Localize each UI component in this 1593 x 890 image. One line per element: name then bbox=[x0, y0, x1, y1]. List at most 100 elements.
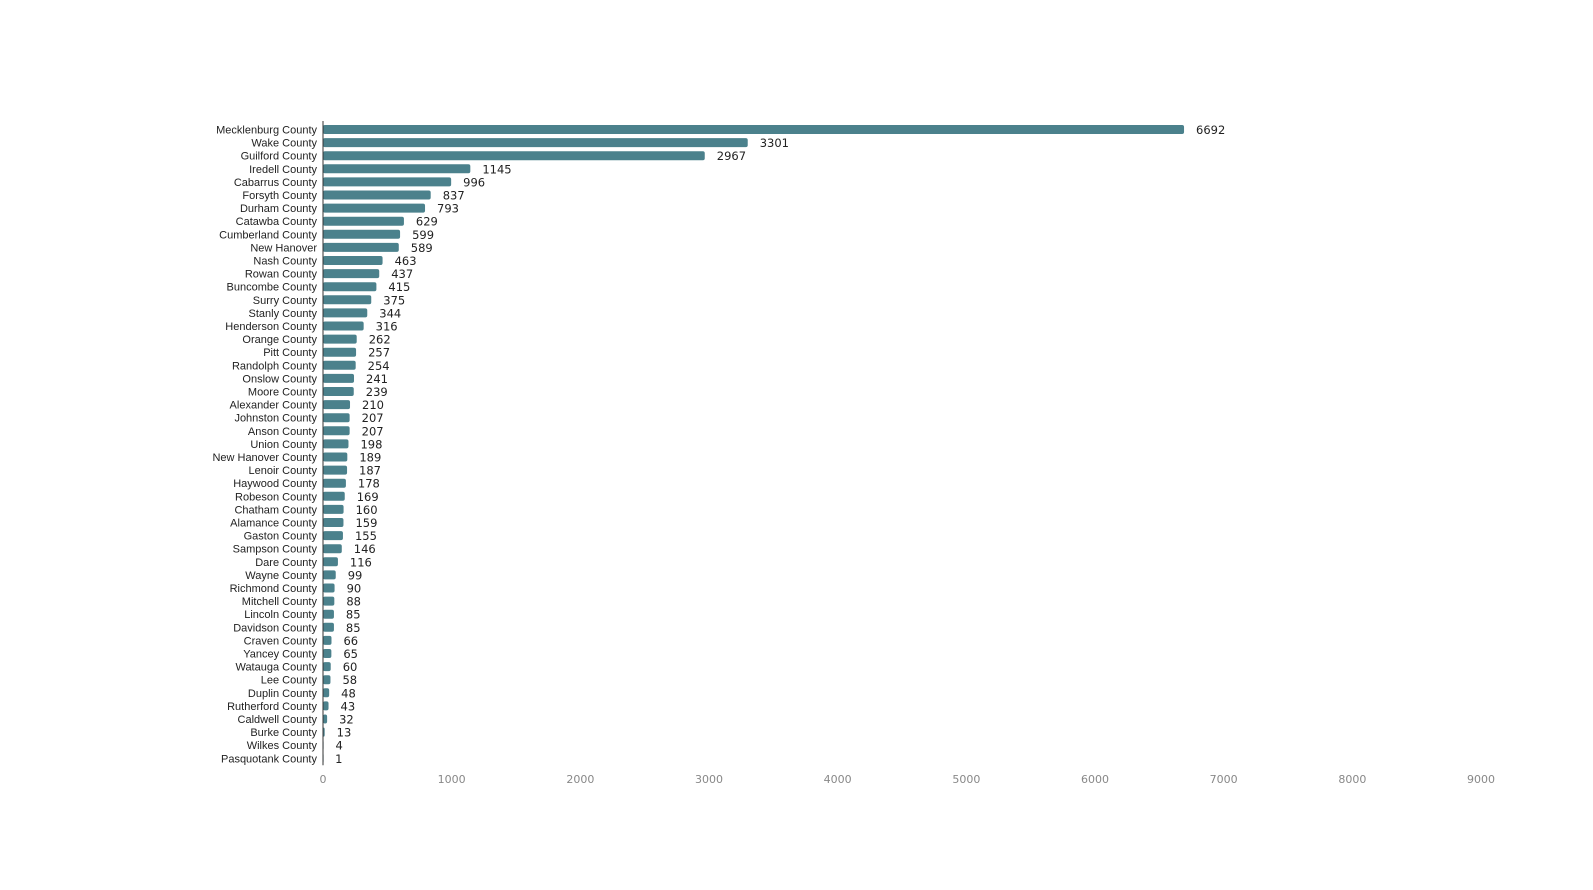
x-tick-label: 2000 bbox=[566, 773, 594, 786]
category-label: Onslow County bbox=[242, 373, 317, 385]
bar bbox=[323, 570, 336, 580]
category-label: Cumberland County bbox=[219, 229, 317, 241]
value-label: 198 bbox=[360, 437, 382, 451]
bar bbox=[323, 635, 332, 645]
value-label: 254 bbox=[368, 359, 390, 373]
x-tick-label: 8000 bbox=[1338, 773, 1366, 786]
value-label: 60 bbox=[343, 660, 358, 674]
value-label: 160 bbox=[356, 503, 378, 517]
category-label: New Hanover County bbox=[212, 452, 317, 464]
bar bbox=[323, 688, 330, 698]
value-label: 207 bbox=[362, 424, 384, 438]
category-label: Buncombe County bbox=[227, 282, 318, 294]
category-label: Rowan County bbox=[245, 269, 318, 281]
bar bbox=[323, 151, 705, 161]
category-label: New Hanover bbox=[250, 242, 317, 254]
category-label: Forsyth County bbox=[242, 190, 317, 202]
value-label: 589 bbox=[411, 241, 433, 255]
x-tick-label: 9000 bbox=[1467, 773, 1495, 786]
value-label: 85 bbox=[346, 621, 361, 635]
bar bbox=[323, 400, 351, 410]
category-label: Moore County bbox=[248, 387, 318, 399]
category-label: Robeson County bbox=[235, 491, 317, 503]
category-label: Union County bbox=[250, 439, 317, 451]
category-label: Duplin County bbox=[248, 688, 318, 700]
category-label: Dare County bbox=[255, 557, 317, 569]
category-label: Pasquotank County bbox=[221, 753, 318, 765]
category-label: Wayne County bbox=[245, 570, 317, 582]
bar bbox=[323, 649, 332, 658]
x-tick-label: 0 bbox=[320, 773, 327, 786]
bars-layer bbox=[323, 125, 1185, 763]
value-label: 210 bbox=[362, 398, 384, 412]
bar bbox=[323, 426, 350, 436]
bar bbox=[323, 583, 335, 593]
category-label: Mitchell County bbox=[242, 596, 318, 608]
bar bbox=[323, 714, 328, 724]
category-label: Lenoir County bbox=[249, 465, 318, 477]
bar bbox=[323, 504, 344, 514]
category-label: Cabarrus County bbox=[234, 177, 318, 189]
value-label: 629 bbox=[416, 215, 438, 229]
category-label: Davidson County bbox=[233, 622, 317, 634]
value-label: 599 bbox=[412, 228, 434, 242]
bar bbox=[323, 387, 354, 396]
x-tick-label: 5000 bbox=[952, 773, 980, 786]
bar bbox=[323, 701, 329, 711]
value-label: 65 bbox=[343, 647, 358, 661]
bar bbox=[323, 662, 331, 672]
x-tick-label: 6000 bbox=[1081, 773, 1109, 786]
value-label: 169 bbox=[357, 490, 379, 504]
category-label: Mecklenburg County bbox=[216, 125, 317, 137]
category-label: Nash County bbox=[253, 256, 317, 268]
bar bbox=[323, 256, 383, 265]
bar bbox=[323, 518, 344, 527]
bar bbox=[323, 373, 355, 383]
bar bbox=[323, 347, 357, 357]
category-label: Alamance County bbox=[230, 518, 317, 530]
value-labels: 6692330129671145996837793629599589463437… bbox=[335, 123, 1225, 766]
category-label: Pitt County bbox=[263, 347, 317, 359]
category-label: Watauga County bbox=[235, 662, 317, 674]
bar bbox=[323, 452, 348, 462]
bar bbox=[323, 491, 345, 501]
value-label: 415 bbox=[388, 280, 410, 294]
x-tick-label: 1000 bbox=[438, 773, 466, 786]
category-label: Burke County bbox=[250, 727, 317, 739]
bar bbox=[323, 203, 426, 213]
category-label: Catawba County bbox=[236, 216, 318, 228]
value-label: 239 bbox=[366, 385, 388, 399]
x-tick-label: 3000 bbox=[695, 773, 723, 786]
bar bbox=[323, 439, 349, 449]
value-label: 257 bbox=[368, 346, 390, 360]
category-label: Richmond County bbox=[230, 583, 318, 595]
value-label: 344 bbox=[379, 306, 401, 320]
bar bbox=[323, 360, 356, 370]
category-label: Chatham County bbox=[234, 504, 317, 516]
value-label: 996 bbox=[463, 175, 485, 189]
value-label: 262 bbox=[369, 333, 391, 347]
bar bbox=[323, 478, 346, 488]
bar bbox=[323, 125, 1185, 134]
bar bbox=[323, 609, 334, 619]
value-label: 3301 bbox=[760, 136, 789, 150]
bar bbox=[323, 622, 334, 632]
category-label: Iredell County bbox=[249, 164, 317, 176]
value-label: 43 bbox=[341, 699, 356, 713]
value-label: 159 bbox=[355, 516, 377, 530]
category-label: Anson County bbox=[248, 426, 318, 438]
category-label: Wake County bbox=[251, 138, 317, 150]
category-label: Randolph County bbox=[232, 360, 318, 372]
value-label: 90 bbox=[347, 582, 362, 596]
category-label: Craven County bbox=[244, 635, 318, 647]
bar bbox=[323, 544, 342, 554]
category-label: Haywood County bbox=[233, 478, 317, 490]
value-label: 85 bbox=[346, 608, 361, 622]
bar bbox=[323, 190, 431, 200]
category-label: Surry County bbox=[253, 295, 318, 307]
bar bbox=[323, 138, 748, 148]
value-label: 178 bbox=[358, 477, 380, 491]
bar bbox=[323, 295, 372, 305]
value-label: 793 bbox=[437, 202, 459, 216]
